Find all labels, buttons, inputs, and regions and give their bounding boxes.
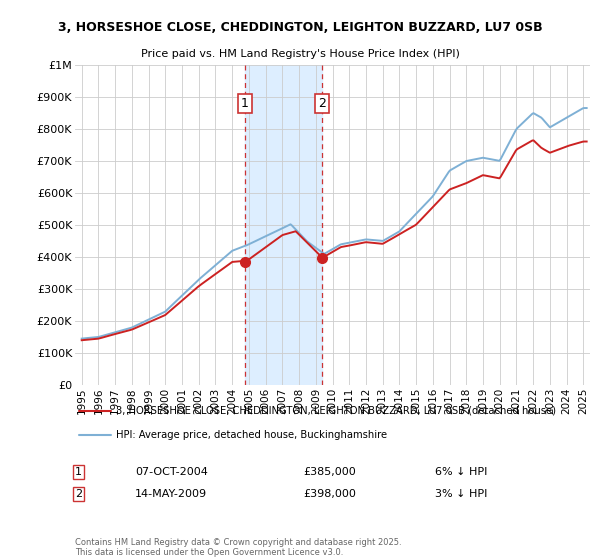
Text: 1: 1 — [241, 97, 249, 110]
Text: £385,000: £385,000 — [303, 467, 356, 477]
Text: 14-MAY-2009: 14-MAY-2009 — [135, 489, 207, 499]
Text: 1: 1 — [75, 467, 82, 477]
Text: 3% ↓ HPI: 3% ↓ HPI — [435, 489, 487, 499]
Text: Contains HM Land Registry data © Crown copyright and database right 2025.
This d: Contains HM Land Registry data © Crown c… — [75, 538, 401, 557]
Bar — [245, 65, 322, 385]
Text: £398,000: £398,000 — [303, 489, 356, 499]
Text: 3, HORSESHOE CLOSE, CHEDDINGTON, LEIGHTON BUZZARD, LU7 0SB (detached house): 3, HORSESHOE CLOSE, CHEDDINGTON, LEIGHTO… — [116, 405, 556, 416]
Text: HPI: Average price, detached house, Buckinghamshire: HPI: Average price, detached house, Buck… — [116, 430, 387, 440]
Text: Price paid vs. HM Land Registry's House Price Index (HPI): Price paid vs. HM Land Registry's House … — [140, 49, 460, 59]
Text: 6% ↓ HPI: 6% ↓ HPI — [435, 467, 487, 477]
Text: 07-OCT-2004: 07-OCT-2004 — [135, 467, 208, 477]
Text: 2: 2 — [318, 97, 326, 110]
Text: 3, HORSESHOE CLOSE, CHEDDINGTON, LEIGHTON BUZZARD, LU7 0SB: 3, HORSESHOE CLOSE, CHEDDINGTON, LEIGHTO… — [58, 21, 542, 34]
Text: 2: 2 — [75, 489, 82, 499]
